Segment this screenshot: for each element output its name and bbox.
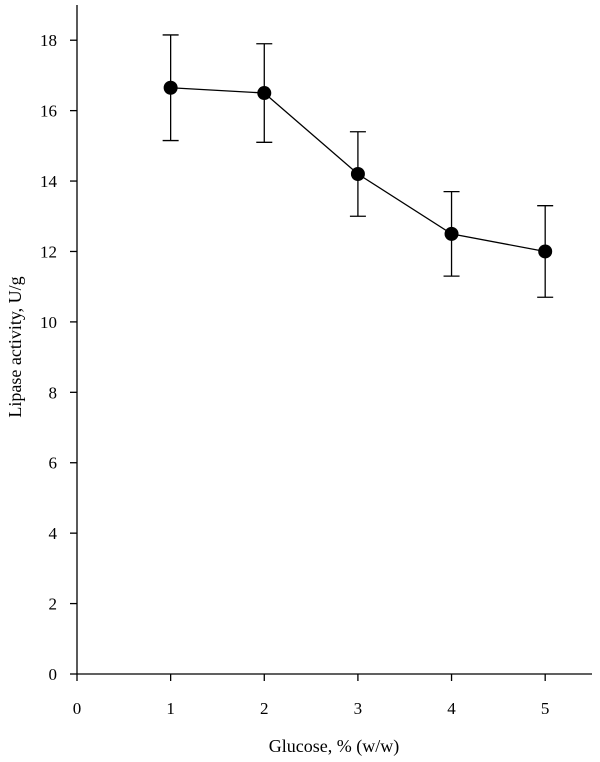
series-layer — [162, 34, 554, 298]
y-axis-label: Lipase activity, U/g — [5, 276, 25, 417]
x-tick-label: 2 — [260, 699, 269, 718]
data-point — [538, 244, 553, 259]
y-tick-label: 10 — [40, 313, 57, 332]
y-tick-label: 16 — [40, 102, 57, 121]
y-tick-label: 12 — [40, 242, 57, 261]
x-tick-label: 1 — [166, 699, 175, 718]
y-tick-label: 6 — [49, 454, 58, 473]
axes — [76, 5, 592, 675]
y-tick-label: 14 — [40, 172, 58, 191]
data-point — [163, 80, 178, 95]
x-axis-ticks: 0 1 2 3 4 5 — [73, 674, 550, 718]
data-point — [257, 86, 272, 101]
x-tick-label: 0 — [73, 699, 82, 718]
y-tick-label: 18 — [40, 31, 57, 50]
x-tick-label: 4 — [447, 699, 456, 718]
x-tick-label: 5 — [541, 699, 550, 718]
y-tick-label: 4 — [49, 524, 58, 543]
y-tick-label: 0 — [49, 665, 58, 684]
y-axis-ticks: 0 2 4 6 8 10 12 14 16 18 — [40, 31, 77, 684]
x-tick-label: 3 — [354, 699, 363, 718]
data-point — [444, 226, 459, 241]
x-axis-label: Glucose, % (w/w) — [269, 736, 399, 757]
y-tick-label: 8 — [49, 383, 58, 402]
y-tick-label: 2 — [49, 595, 58, 614]
data-point — [350, 167, 365, 182]
